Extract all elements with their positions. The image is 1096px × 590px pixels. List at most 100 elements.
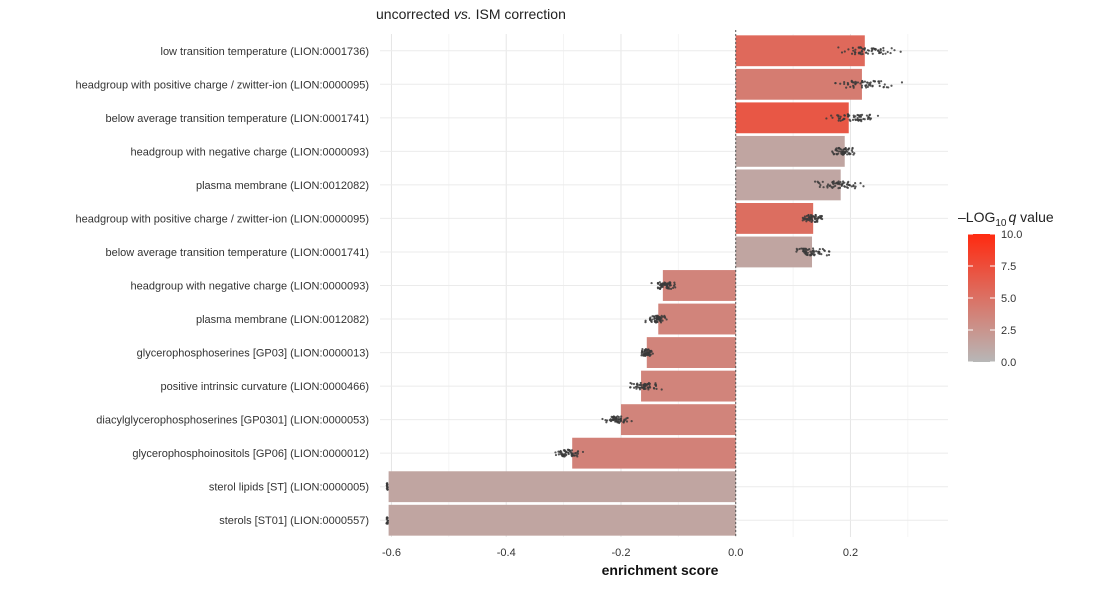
bootstrap-point	[807, 214, 810, 217]
bootstrap-point	[632, 382, 636, 386]
bootstrap-point	[839, 82, 842, 85]
bootstrap-point	[831, 151, 834, 154]
bootstrap-point	[869, 81, 872, 84]
bootstrap-point	[890, 84, 893, 87]
bootstrap-point	[658, 281, 661, 284]
bootstrap-point	[811, 247, 815, 250]
bootstrap-point	[560, 453, 563, 457]
x-tick-label: -0.2	[611, 547, 630, 559]
bootstrap-point	[843, 80, 846, 84]
bootstrap-point	[638, 386, 641, 389]
bootstrap-point	[807, 218, 810, 222]
bootstrap-point	[646, 383, 649, 386]
bootstrap-point	[840, 148, 843, 151]
bootstrap-point	[830, 114, 833, 117]
bootstrap-point	[899, 50, 902, 53]
bar	[735, 35, 865, 67]
bootstrap-point	[660, 284, 663, 287]
bootstrap-point	[858, 118, 862, 121]
bootstrap-point	[667, 287, 671, 290]
bootstrap-point	[801, 216, 804, 219]
bootstrap-point	[843, 152, 846, 155]
bootstrap-point	[653, 387, 656, 390]
bootstrap-point	[847, 115, 850, 118]
bootstrap-point	[818, 251, 821, 254]
bootstrap-point	[652, 315, 656, 318]
bootstrap-point	[857, 46, 860, 49]
bootstrap-point	[568, 449, 571, 453]
x-tick-label: 0.2	[843, 547, 858, 559]
bootstrap-point	[802, 248, 805, 251]
bootstrap-point	[866, 81, 869, 84]
bootstrap-point	[834, 82, 837, 85]
bootstrap-point	[860, 49, 864, 52]
bootstrap-point	[641, 350, 644, 353]
bootstrap-point	[807, 217, 810, 220]
x-axis-label: enrichment score	[602, 562, 719, 578]
bootstrap-point	[655, 387, 658, 390]
category-label: headgroup with negative charge (LION:000…	[131, 281, 370, 293]
bootstrap-point	[661, 319, 664, 322]
bootstrap-point	[835, 147, 838, 150]
bootstrap-point	[861, 79, 864, 83]
bootstrap-point	[839, 150, 842, 153]
bootstrap-point	[656, 318, 659, 321]
bootstrap-point	[639, 381, 642, 385]
bootstrap-point	[851, 81, 855, 84]
bootstrap-point	[613, 418, 617, 421]
bootstrap-point	[878, 84, 881, 88]
category-label: plasma membrane (LION:0012082)	[196, 180, 369, 192]
bootstrap-point	[815, 250, 818, 253]
bootstrap-point	[655, 321, 658, 324]
bootstrap-point	[867, 83, 870, 87]
bootstrap-point	[839, 119, 842, 122]
category-label: headgroup with positive charge / zwitter…	[76, 79, 370, 91]
bootstrap-point	[860, 113, 864, 116]
bootstrap-point	[880, 80, 883, 83]
bootstrap-point	[836, 149, 839, 152]
x-tick-labels: -0.6 -0.4 -0.2 0.0 0.2	[382, 547, 858, 559]
bootstrap-point	[842, 118, 845, 121]
bootstrap-point	[664, 316, 667, 320]
bootstrap-point	[669, 287, 673, 290]
bootstrap-point	[879, 48, 882, 52]
bootstrap-point	[625, 420, 629, 423]
bootstrap-point	[845, 183, 849, 186]
bootstrap-point	[809, 216, 812, 219]
bootstrap-point	[869, 118, 872, 121]
bootstrap-point	[840, 183, 843, 186]
bootstrap-point	[630, 382, 633, 385]
color-legend: –LOG10 q value 0.0 2.5 5.0 7.5 10.0	[958, 209, 1054, 369]
bootstrap-point	[796, 248, 799, 252]
bootstrap-point	[554, 451, 557, 454]
bootstrap-point	[849, 85, 852, 88]
bootstrap-point	[385, 487, 389, 490]
bootstrap-point	[826, 183, 830, 186]
bootstrap-point	[620, 415, 623, 418]
bootstrap-point	[827, 250, 831, 253]
bootstrap-point	[618, 420, 621, 423]
bootstrap-point	[665, 286, 668, 289]
bootstrap-point	[860, 86, 864, 89]
bootstrap-point	[614, 420, 617, 423]
bootstrap-point	[647, 348, 650, 351]
bootstrap-point	[882, 46, 885, 50]
bootstrap-point	[810, 252, 813, 255]
bootstrap-point	[852, 153, 855, 156]
bootstrap-point	[562, 453, 566, 456]
x-tick-label: -0.6	[382, 547, 401, 559]
bootstrap-point	[669, 281, 672, 284]
bootstrap-point	[854, 115, 857, 118]
bootstrap-point	[852, 85, 855, 88]
bootstrap-point	[828, 184, 831, 187]
bootstrap-point	[566, 448, 570, 451]
bootstrap-point	[878, 82, 881, 85]
bootstrap-point	[616, 420, 619, 423]
bootstrap-point	[863, 48, 866, 51]
bootstrap-point	[644, 321, 647, 324]
bootstrap-point	[668, 284, 671, 287]
bootstrap-point	[866, 52, 870, 55]
bootstrap-point	[840, 51, 844, 54]
bootstrap-point	[656, 281, 660, 285]
